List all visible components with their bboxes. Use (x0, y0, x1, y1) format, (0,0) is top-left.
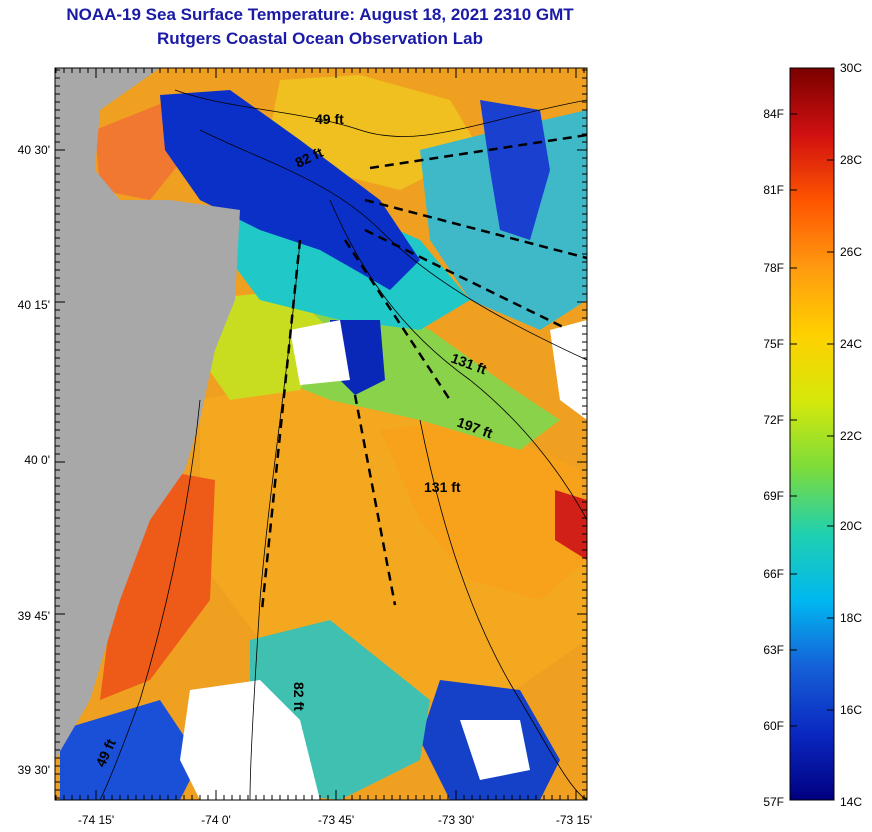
no-data-patch (290, 320, 350, 385)
y-tick-label: 40 30' (18, 143, 50, 157)
colorbar-f-label: 81F (763, 183, 784, 197)
colorbar-celsius-labels: 30C 28C 26C 24C 22C 20C 18C 16C 14C (840, 61, 862, 809)
no-data-patch-east (550, 320, 587, 420)
cold-patch-southwest (60, 700, 200, 800)
transect-lines (260, 133, 587, 611)
y-tick-label: 39 45' (18, 609, 50, 623)
y-tick-label: 40 0' (24, 453, 50, 467)
map-subtitle: Rutgers Coastal Ocean Observation Lab (157, 29, 483, 48)
colorbar-c-label: 24C (840, 337, 862, 351)
bathymetry-contour (249, 239, 301, 800)
colorbar (789, 67, 835, 801)
yellow-green-region (195, 290, 330, 400)
x-tick-label: -73 15' (556, 813, 592, 827)
hot-coastal-strip (100, 470, 215, 700)
bathymetry-contour (174, 89, 587, 137)
colorbar-ticks (790, 113, 834, 727)
colorbar-fahrenheit-labels: 84F 81F 78F 75F 72F 69F 66F 63F 60F 57F (763, 107, 784, 809)
x-tick-label: -73 30' (438, 813, 474, 827)
red-patch-east (555, 490, 587, 560)
x-tick-label: -74 15' (78, 813, 114, 827)
depth-label: 49 ft (315, 111, 344, 127)
colorbar-f-label: 72F (763, 413, 784, 427)
colorbar-f-label: 63F (763, 643, 784, 657)
colorbar-c-label: 22C (840, 429, 862, 443)
colorbar-c-label: 18C (840, 611, 862, 625)
colorbar-c-label: 20C (840, 519, 862, 533)
cold-upwelling-north (160, 90, 420, 290)
cold-patch-east (480, 100, 550, 240)
colorbar-f-label: 69F (763, 489, 784, 503)
bathymetry-contour (99, 399, 201, 800)
land (55, 68, 240, 760)
colorbar-f-label: 75F (763, 337, 784, 351)
bathymetry-contour (419, 419, 587, 800)
no-data-patch-south (180, 680, 320, 800)
y-tick-label: 40 15' (18, 298, 50, 312)
map-area (55, 68, 587, 800)
colorbar-f-label: 60F (763, 719, 784, 733)
map-frame (54, 67, 588, 801)
colorbar-c-label: 26C (840, 245, 862, 259)
x-tick-label: -73 45' (318, 813, 354, 827)
warm-water-region-east (380, 420, 587, 600)
y-tick-label: 39 30' (18, 763, 50, 777)
colorbar-c-label: 30C (840, 61, 862, 75)
bathymetry-contour (329, 199, 587, 521)
axis-ticks (55, 68, 587, 800)
no-data-patch-southeast (460, 720, 530, 780)
depth-label: 131 ft (424, 479, 461, 495)
colorbar-f-label: 66F (763, 567, 784, 581)
colorbar-f-label: 84F (763, 107, 784, 121)
depth-label: 82 ft (291, 682, 307, 711)
map-title: NOAA-19 Sea Surface Temperature: August … (66, 5, 574, 24)
colorbar-f-label: 57F (763, 795, 784, 809)
bathymetry-contour (199, 129, 587, 361)
colorbar-f-label: 78F (763, 261, 784, 275)
colorbar-c-label: 14C (840, 795, 862, 809)
x-tick-label: -74 0' (201, 813, 231, 827)
colorbar-c-label: 28C (840, 153, 862, 167)
colorbar-c-label: 16C (840, 703, 862, 717)
